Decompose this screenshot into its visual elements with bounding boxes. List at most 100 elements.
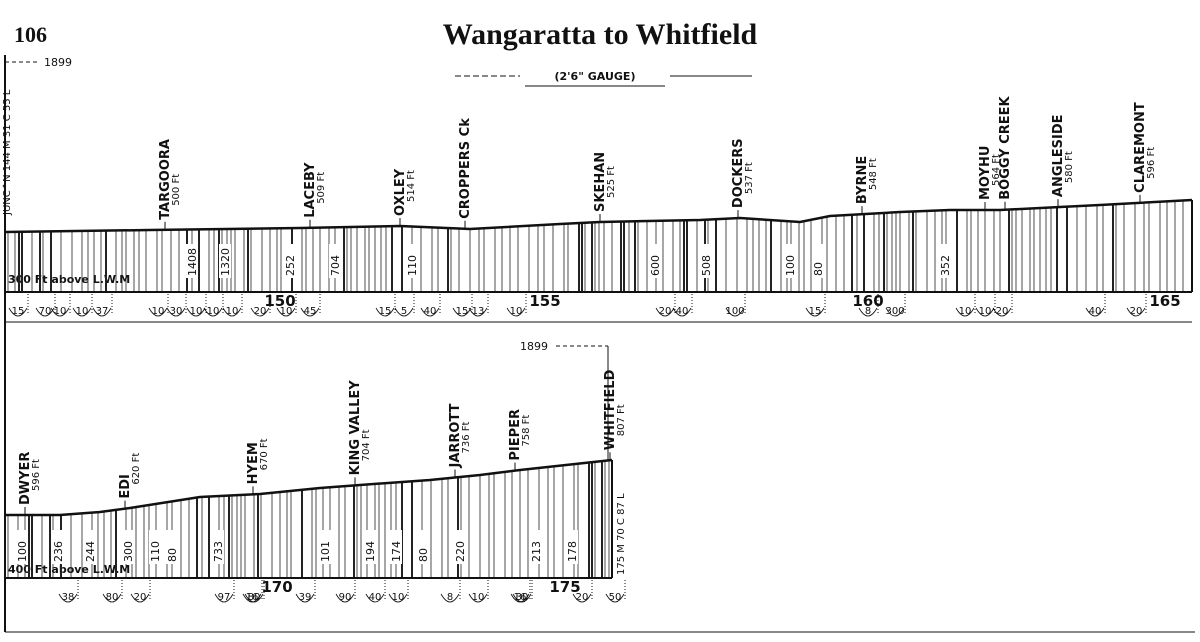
grade-arc — [388, 593, 408, 603]
section-length: 178 — [566, 541, 579, 562]
grade: 90 — [339, 592, 352, 603]
length-bg — [939, 244, 951, 278]
grade-arc — [365, 593, 385, 603]
grade-arc — [468, 307, 488, 317]
section-length: 100 — [784, 255, 797, 276]
grade-arc — [440, 593, 460, 603]
grade-arc — [276, 307, 296, 317]
station-name: PIEPER — [508, 409, 523, 461]
grade: 40 — [676, 306, 689, 317]
length-bg — [406, 244, 418, 278]
opened-year: 1899 — [520, 340, 548, 353]
page-number: 106 — [14, 22, 47, 47]
grade: 10 — [392, 592, 405, 603]
length-bg — [16, 530, 28, 564]
station-height: 500 Ft — [171, 174, 182, 206]
section-length: 110 — [406, 255, 419, 276]
grade: 5 — [401, 306, 407, 317]
profile — [5, 458, 613, 517]
grade-arc — [92, 307, 112, 317]
grade: 45 — [304, 306, 317, 317]
station-name: JARROTT — [448, 403, 463, 468]
grade: 20 — [576, 592, 589, 603]
station-name: CROPPERS Ck — [458, 118, 473, 219]
mile: 150 — [264, 292, 295, 310]
section-length: 194 — [364, 541, 377, 562]
section-length: 508 — [700, 255, 713, 276]
section-length: 252 — [284, 255, 297, 276]
length-bg — [219, 244, 231, 278]
grade: 20 — [996, 306, 1009, 317]
grade-arc — [992, 307, 1012, 317]
grade: 100 — [725, 306, 744, 317]
station-name: TARGOORA — [158, 139, 173, 220]
length-bg — [390, 530, 402, 564]
grade-arc — [8, 307, 28, 317]
grade-arc — [420, 307, 440, 317]
grade: 40 — [369, 592, 382, 603]
length-bg — [784, 244, 796, 278]
grade-arc — [203, 307, 223, 317]
grade: 20 — [254, 306, 267, 317]
station-height: 537 Ft — [744, 162, 755, 194]
station-name: CLAREMONT — [1133, 102, 1148, 193]
section-length: 101 — [319, 541, 332, 562]
grade: 10 — [979, 306, 992, 317]
grade: 10 — [207, 306, 220, 317]
station-name: DOCKERS — [731, 138, 746, 208]
length-bg — [364, 530, 376, 564]
grade-arc — [300, 307, 320, 317]
grade: 39 — [299, 592, 312, 603]
grade-arc — [725, 307, 745, 317]
title: Wangaratta to Whitfield — [443, 18, 758, 51]
station-height: 807 Ft — [616, 404, 627, 436]
station-height: 514 Ft — [406, 170, 417, 202]
station-name: DWYER — [18, 452, 33, 505]
grade-arc — [572, 593, 592, 603]
grade-arc — [242, 593, 262, 603]
mile: 155 — [529, 292, 560, 310]
station-name: EDI — [118, 474, 133, 499]
grade: 30 — [170, 306, 183, 317]
station-name: SKEHAN — [593, 152, 608, 212]
grade: 16 — [246, 592, 259, 603]
grade-arc — [1085, 307, 1105, 317]
grade: 10 — [54, 306, 67, 317]
station-name: OXLEY — [393, 168, 408, 216]
grade-arc — [72, 307, 92, 317]
junction: JUNC^N 144 M 31 C 55 L — [2, 89, 13, 216]
station-height: 525 Ft — [606, 166, 617, 198]
station-name: BOGGY CREEK — [998, 95, 1013, 199]
section-length: 300 — [122, 541, 135, 562]
grade-arc — [166, 307, 186, 317]
grade-arc — [955, 307, 975, 317]
grade-arc — [885, 307, 905, 317]
length-bg — [812, 244, 824, 278]
length-bg — [186, 244, 198, 278]
terminus: 175 M 70 C 87 L — [616, 493, 627, 575]
grade: 10 — [226, 306, 239, 317]
station-name: BYRNE — [855, 156, 870, 204]
section-length: 80 — [812, 262, 825, 276]
length-bg — [52, 530, 64, 564]
grade-arc — [605, 593, 625, 603]
station-name: ANGLESIDE — [1051, 114, 1066, 197]
mile: 170 — [261, 578, 292, 596]
datum: 300 Ft above L.W.M — [8, 273, 130, 286]
grade-arc — [975, 307, 995, 317]
section-length: 1320 — [219, 248, 232, 276]
grade: 50 — [609, 592, 622, 603]
grade: 10 — [510, 306, 523, 317]
grade: 10 — [472, 592, 485, 603]
grade: 38 — [62, 592, 75, 603]
station-height: 596 Ft — [31, 459, 42, 491]
grade-arc — [335, 593, 355, 603]
grade-arc — [672, 307, 692, 317]
grade: 80 — [106, 592, 119, 603]
length-bg — [566, 530, 578, 564]
station-height: 758 Ft — [521, 415, 532, 447]
datum: 400 Ft above L.W.M — [8, 563, 130, 576]
grade: 20 — [1130, 306, 1143, 317]
grade: 10 — [152, 306, 165, 317]
length-bg — [149, 530, 161, 564]
